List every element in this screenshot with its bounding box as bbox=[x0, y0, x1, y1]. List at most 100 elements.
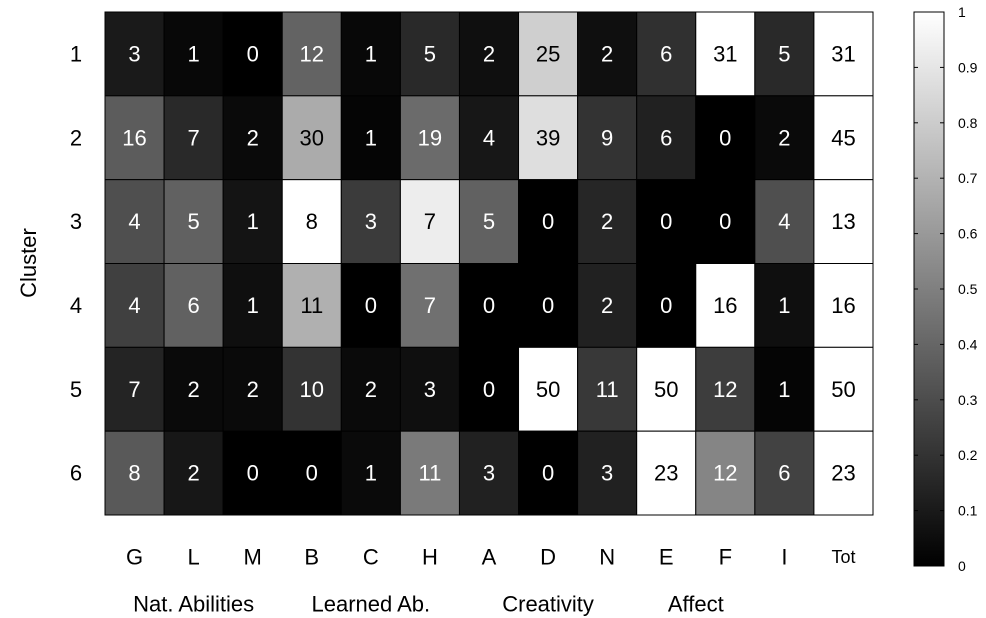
cell-value-label: 2 bbox=[778, 125, 790, 150]
cell-value-label: 0 bbox=[542, 209, 554, 234]
cell-value-label: 50 bbox=[831, 377, 855, 402]
cell-value-label: 5 bbox=[424, 41, 436, 66]
cell-value-label: 2 bbox=[365, 377, 377, 402]
column-group-label: Learned Ab. bbox=[312, 592, 431, 617]
colorbar-tick-label: 0.2 bbox=[958, 447, 978, 463]
heatmap-cell-r3-Tot bbox=[813, 179, 874, 264]
heatmap-cell-r5-B bbox=[281, 346, 342, 432]
cell-value-label: 3 bbox=[601, 461, 613, 486]
heatmap-cell-r6-C bbox=[340, 430, 401, 516]
heatmap-cell-r5-N bbox=[577, 346, 638, 432]
heatmap-cell-r3-E bbox=[636, 179, 697, 264]
cell-value-label: 0 bbox=[719, 125, 731, 150]
row-tick-label: 2 bbox=[70, 125, 82, 150]
cell-value-label: 1 bbox=[187, 41, 199, 66]
heatmap-cell-r6-I bbox=[754, 430, 815, 516]
cell-value-label: 11 bbox=[300, 293, 323, 318]
column-group-label: Creativity bbox=[502, 592, 594, 617]
heatmap-cell-r3-G bbox=[104, 179, 165, 264]
cell-value-label: 0 bbox=[365, 293, 377, 318]
heatmap-cell-r2-A bbox=[458, 95, 520, 181]
cell-value-label: 9 bbox=[601, 125, 613, 150]
heatmap-cell-r5-L bbox=[163, 346, 224, 432]
cell-value-label: 1 bbox=[778, 377, 790, 402]
colorbar-ticks: 0 0.1 0.2 0.3 0.4 0.5 0.6 0.7 0.8 0.9 1 bbox=[914, 4, 978, 574]
heatmap-cell-r6-F bbox=[695, 430, 756, 516]
heatmap-cells bbox=[104, 11, 874, 516]
cell-value-label: 2 bbox=[483, 41, 495, 66]
colorbar bbox=[913, 11, 945, 567]
heatmap-cell-r2-I bbox=[754, 95, 815, 181]
heatmap-cell-r6-G bbox=[104, 430, 165, 516]
cell-value-label: 0 bbox=[247, 41, 259, 66]
cell-value-label: 5 bbox=[483, 209, 495, 234]
cell-value-label: 50 bbox=[654, 377, 678, 402]
cell-value-label: 6 bbox=[660, 125, 672, 150]
column-tick-label: C bbox=[363, 545, 379, 570]
cell-value-label: 8 bbox=[306, 209, 318, 234]
y-axis-label: Cluster bbox=[16, 228, 41, 298]
cell-value-label: 3 bbox=[365, 209, 377, 234]
heatmap-cell-r6-B bbox=[281, 430, 342, 516]
cell-value-label: 5 bbox=[187, 209, 199, 234]
cell-value-label: 6 bbox=[778, 461, 790, 486]
heatmap-cell-r4-E bbox=[636, 263, 697, 348]
heatmap-cell-r6-Tot bbox=[813, 430, 874, 516]
cell-value-label: 2 bbox=[247, 125, 259, 150]
colorbar-tick-label: 0.9 bbox=[958, 59, 978, 75]
cell-value-label: 11 bbox=[418, 461, 441, 486]
cell-value-label: 0 bbox=[483, 293, 495, 318]
colorbar-tick-label: 0.5 bbox=[958, 281, 978, 297]
cell-value-label: 12 bbox=[713, 461, 737, 486]
colorbar-tick-label: 0.1 bbox=[958, 503, 978, 519]
heatmap-cell-r4-G bbox=[104, 263, 165, 348]
cell-value-label: 0 bbox=[247, 461, 259, 486]
cell-value-label: 2 bbox=[601, 209, 613, 234]
cell-value-label: 12 bbox=[300, 41, 324, 66]
cell-value-label: 2 bbox=[601, 293, 613, 318]
cell-value-label: 7 bbox=[128, 377, 140, 402]
column-group-labels: Nat. Abilities Learned Ab. Creativity Affec… bbox=[133, 592, 724, 617]
row-tick-label: 3 bbox=[70, 209, 82, 234]
cell-value-label: 2 bbox=[187, 377, 199, 402]
cell-value-label: 2 bbox=[247, 377, 259, 402]
cell-value-label: 3 bbox=[424, 377, 436, 402]
heatmap-cell-r5-M bbox=[222, 346, 283, 432]
heatmap-cell-r2-B bbox=[281, 95, 342, 181]
heatmap-cell-r4-M bbox=[222, 263, 283, 348]
heatmap-cell-r6-E bbox=[636, 430, 697, 516]
cell-value-label: 0 bbox=[542, 461, 554, 486]
heatmap-cell-r3-F bbox=[695, 179, 756, 264]
cell-value-label: 2 bbox=[601, 41, 613, 66]
column-group-label: Nat. Abilities bbox=[133, 592, 254, 617]
cell-value-label: 23 bbox=[831, 461, 855, 486]
cell-value-label: 23 bbox=[654, 461, 678, 486]
heatmap-cell-r3-I bbox=[754, 179, 815, 264]
colorbar-tick-label: 0.3 bbox=[958, 392, 978, 408]
heatmap-cell-r3-M bbox=[222, 179, 283, 264]
cell-value-label: 5 bbox=[778, 41, 790, 66]
cell-value-label: 1 bbox=[778, 293, 790, 318]
cell-value-label: 16 bbox=[713, 293, 737, 318]
cell-value-label: 1 bbox=[247, 293, 259, 318]
heatmap-cell-r5-I bbox=[754, 346, 815, 432]
heatmap-frame bbox=[104, 11, 874, 516]
colorbar-tick-label: 0.4 bbox=[958, 336, 978, 352]
column-tick-label: G bbox=[126, 545, 143, 570]
cell-value-label: 0 bbox=[660, 293, 672, 318]
colorbar-tick-label: 0.7 bbox=[958, 170, 978, 186]
cell-value-label: 13 bbox=[831, 209, 855, 234]
heatmap-cell-r1-D bbox=[518, 11, 579, 97]
cell-value-label: 31 bbox=[831, 41, 855, 66]
cell-value-label: 12 bbox=[713, 377, 737, 402]
heatmap-cell-r2-D bbox=[518, 95, 579, 181]
heatmap-cell-r6-M bbox=[222, 430, 283, 516]
heatmap-cell-r5-A bbox=[458, 346, 520, 432]
heatmap-cell-r2-G bbox=[104, 95, 165, 181]
heatmap-cell-r3-N bbox=[577, 179, 638, 264]
cell-value-label: 16 bbox=[831, 293, 855, 318]
colorbar-tick-label: 0.8 bbox=[958, 115, 978, 131]
heatmap-cell-r2-C bbox=[340, 95, 401, 181]
row-tick-labels: 1 2 3 4 5 6 bbox=[70, 41, 82, 485]
column-tick-label: E bbox=[659, 545, 674, 570]
